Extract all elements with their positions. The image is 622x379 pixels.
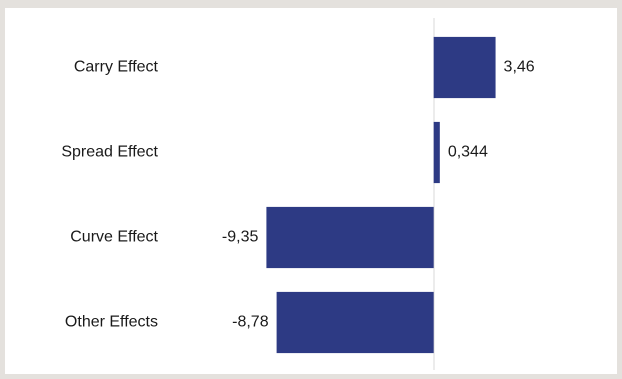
value-label: 0,344: [448, 144, 488, 161]
category-label: Other Effects: [65, 314, 158, 331]
bar: [433, 36, 496, 99]
bar: [266, 206, 434, 269]
bar: [433, 121, 440, 184]
category-label: Curve Effect: [70, 229, 158, 246]
value-label: 3,46: [504, 59, 535, 76]
category-label: Spread Effect: [61, 144, 158, 161]
value-label: -8,78: [232, 314, 269, 331]
bar: [276, 291, 434, 354]
category-label: Carry Effect: [74, 59, 159, 76]
value-label: -9,35: [222, 229, 259, 246]
